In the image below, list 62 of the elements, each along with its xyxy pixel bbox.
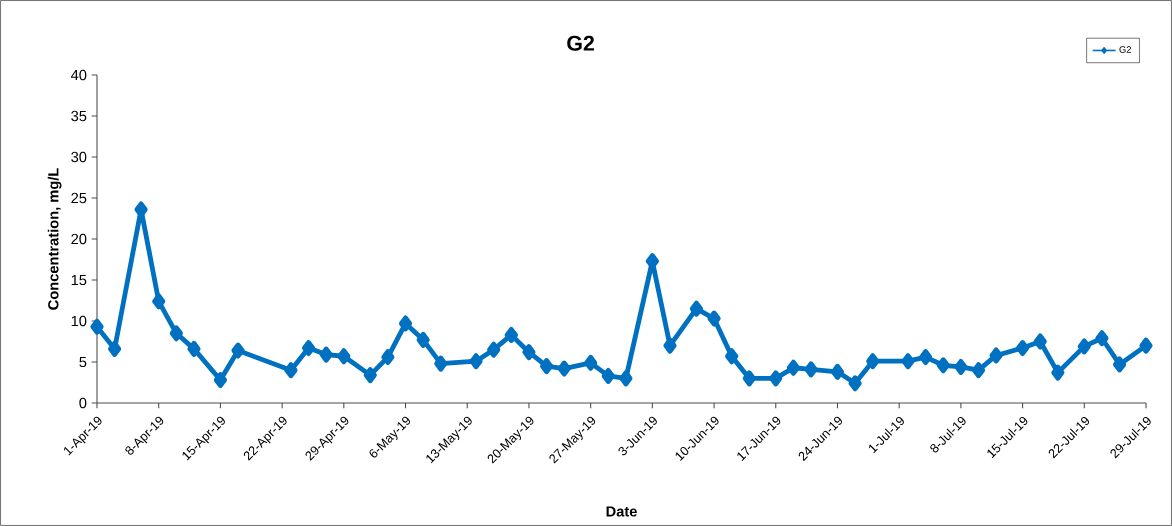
point xyxy=(584,354,598,371)
point xyxy=(830,363,845,380)
point xyxy=(989,347,1003,364)
point xyxy=(689,300,704,317)
point xyxy=(381,349,395,366)
point xyxy=(398,315,413,332)
point xyxy=(786,359,800,376)
point xyxy=(848,375,862,392)
point xyxy=(557,360,571,377)
point xyxy=(936,357,950,374)
point xyxy=(539,358,554,375)
legend-label: G2 xyxy=(1119,46,1131,53)
point xyxy=(804,361,818,378)
point xyxy=(301,340,316,357)
point xyxy=(363,367,377,384)
x-axis-title: Date xyxy=(606,506,637,517)
point xyxy=(522,344,536,361)
point xyxy=(769,370,783,387)
point xyxy=(619,370,633,387)
point xyxy=(1033,333,1047,350)
y-tick-label: 10 xyxy=(71,315,87,327)
point xyxy=(601,367,615,384)
point xyxy=(866,353,880,370)
point xyxy=(901,353,915,370)
point xyxy=(284,362,298,379)
point xyxy=(169,325,183,342)
y-tick-label: 30 xyxy=(71,151,87,163)
point xyxy=(954,358,968,375)
y-tick-label: 35 xyxy=(71,110,87,122)
point xyxy=(231,342,245,359)
point xyxy=(504,326,518,343)
y-tick-label: 5 xyxy=(79,356,87,368)
point xyxy=(1095,330,1109,347)
point xyxy=(1112,356,1127,373)
point xyxy=(90,318,104,335)
point xyxy=(108,340,122,357)
point xyxy=(663,337,677,354)
point xyxy=(152,293,166,310)
y-tick-label: 20 xyxy=(71,233,87,245)
point xyxy=(319,346,333,363)
y-tick-label: 15 xyxy=(71,274,87,286)
chart-title: G2 xyxy=(567,35,594,51)
point xyxy=(434,355,448,372)
point xyxy=(487,341,501,358)
y-tick-label: 40 xyxy=(70,69,87,81)
point xyxy=(469,353,483,370)
y-tick-label: 0 xyxy=(79,397,87,409)
point xyxy=(725,348,739,365)
point xyxy=(1015,340,1030,357)
y-tick-label: 25 xyxy=(71,192,87,204)
point xyxy=(337,348,351,365)
point xyxy=(187,340,201,357)
point xyxy=(213,372,228,389)
point xyxy=(919,349,933,366)
point xyxy=(1139,337,1153,354)
point xyxy=(971,362,986,379)
point xyxy=(416,331,430,348)
y-axis-title: Concentration, mg/L xyxy=(47,168,62,310)
point xyxy=(1051,364,1065,381)
point xyxy=(742,370,756,387)
point xyxy=(707,310,721,327)
point xyxy=(1077,338,1091,355)
